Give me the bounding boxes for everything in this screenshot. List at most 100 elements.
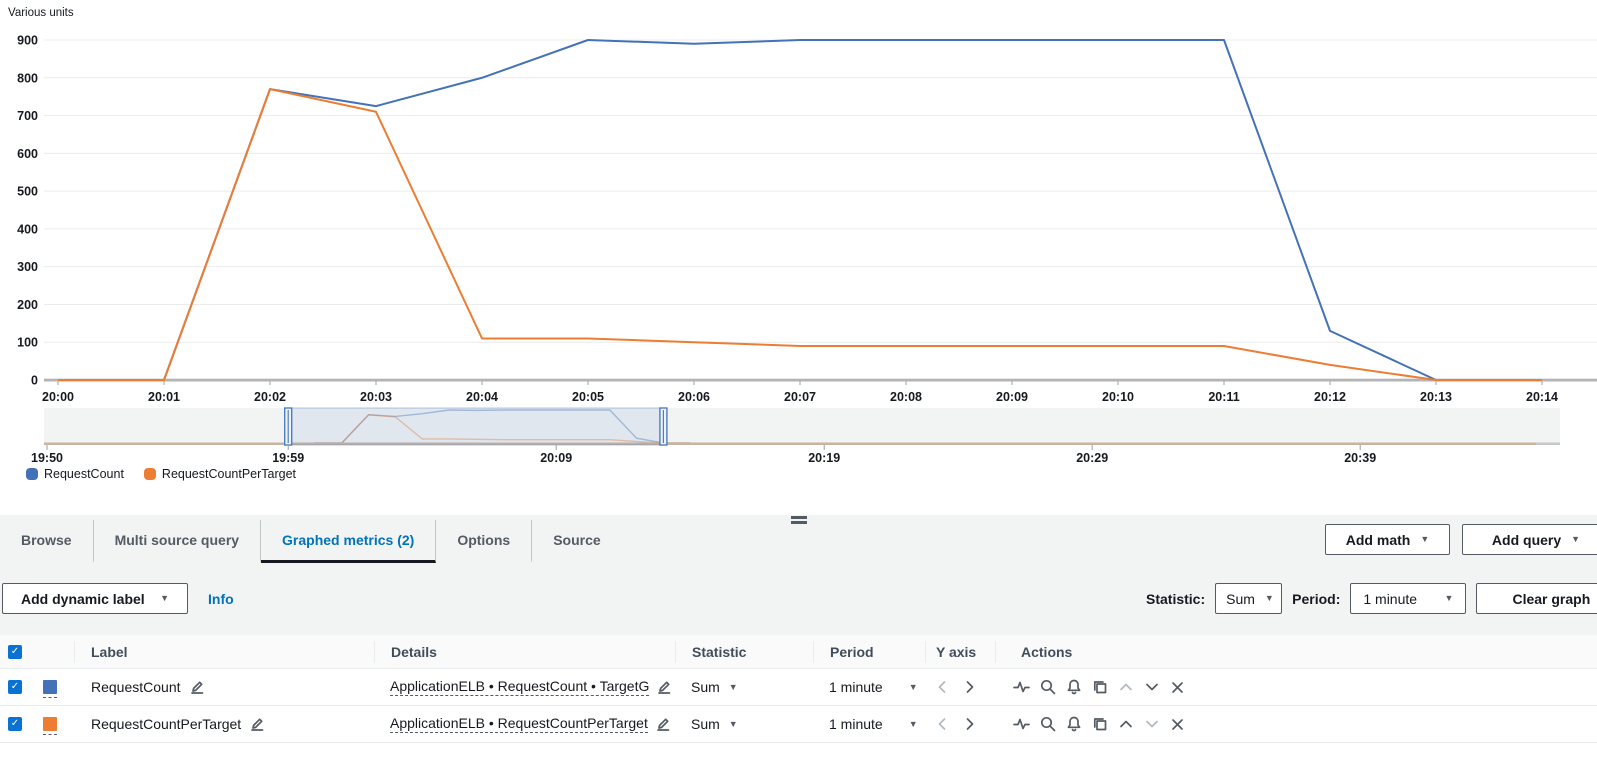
svg-text:20:13: 20:13 [1420, 390, 1452, 404]
period-select[interactable]: 1 minute ▼ [1350, 583, 1467, 614]
svg-text:800: 800 [17, 71, 38, 85]
header-details: Details [374, 640, 675, 663]
search-icon[interactable] [1040, 716, 1056, 732]
tab-source[interactable]: Source [553, 532, 601, 548]
header-label: Label [74, 640, 374, 663]
tab-multi-source-query[interactable]: Multi source query [94, 520, 262, 563]
svg-text:19:50: 19:50 [31, 451, 63, 465]
metric-details[interactable]: ApplicationELB • RequestCountPerTarget [390, 715, 648, 733]
move-down-icon[interactable] [1144, 716, 1160, 732]
legend-item-requestcountpertarget[interactable]: RequestCountPerTarget [143, 467, 296, 481]
statistic-value: Sum [691, 679, 720, 695]
caret-down-icon: ▼ [1264, 593, 1274, 603]
metrics-toolbar: Add dynamic label ▼ Info Statistic: Sum … [0, 583, 1597, 614]
metrics-chart[interactable]: 0 100 200 300 400 500 600 700 800 900 20:00 20:01 20… [0, 0, 1597, 465]
period-dropdown[interactable]: 1 minute ▼ [813, 716, 925, 732]
panel-resize-handle[interactable] [791, 516, 807, 526]
caret-down-icon: ▼ [160, 593, 169, 603]
edit-label-icon[interactable] [250, 717, 264, 731]
metric-details[interactable]: ApplicationELB • RequestCount • TargetG [390, 678, 650, 696]
graphed-metrics-table: ✓ Label Details Statistic Period Y axis … [0, 635, 1597, 773]
yaxis-right-icon[interactable] [963, 679, 977, 695]
pulse-icon[interactable] [1013, 716, 1030, 732]
svg-text:20:09: 20:09 [996, 390, 1028, 404]
search-icon[interactable] [1040, 679, 1056, 695]
metrics-panel: Browse Multi source query Graphed metric… [0, 515, 1597, 773]
svg-text:19:59: 19:59 [272, 451, 304, 465]
metric-label: RequestCount [91, 679, 181, 695]
chart-region: Various units 0 100 200 300 400 500 600 700 800 9… [0, 0, 1597, 481]
edit-label-icon[interactable] [190, 680, 204, 694]
caret-down-icon: ▼ [1420, 534, 1430, 544]
svg-text:20:02: 20:02 [254, 390, 286, 404]
svg-text:900: 900 [17, 34, 38, 48]
tab-options[interactable]: Options [436, 520, 533, 563]
metric-color-swatch[interactable] [43, 680, 57, 698]
svg-text:20:29: 20:29 [1076, 451, 1108, 465]
svg-text:20:05: 20:05 [572, 390, 604, 404]
tab-actions: Add math ▼ Add query ▼ [1325, 524, 1597, 555]
edit-details-icon[interactable] [656, 717, 670, 731]
legend-color-dot [26, 468, 38, 480]
svg-text:600: 600 [17, 147, 38, 161]
add-query-label: Add query [1491, 531, 1562, 548]
legend-label: RequestCount [44, 467, 124, 481]
svg-text:20:03: 20:03 [360, 390, 392, 404]
yaxis-left-icon[interactable] [935, 716, 949, 732]
header-period: Period [813, 640, 925, 663]
duplicate-icon[interactable] [1092, 679, 1108, 695]
svg-text:0: 0 [31, 374, 38, 388]
add-dynamic-label-button[interactable]: Add dynamic label ▼ [2, 583, 188, 614]
period-label: Period: [1292, 590, 1341, 607]
duplicate-icon[interactable] [1092, 716, 1108, 732]
statistic-dropdown[interactable]: Sum ▼ [675, 679, 813, 695]
svg-text:20:11: 20:11 [1208, 390, 1239, 404]
metric-color-swatch[interactable] [43, 717, 57, 735]
yaxis-right-icon[interactable] [963, 716, 977, 732]
remove-metric-icon[interactable] [1170, 680, 1185, 695]
add-query-button[interactable]: Add query ▼ [1462, 524, 1597, 555]
svg-text:700: 700 [17, 109, 38, 123]
clear-graph-button[interactable]: Clear graph [1476, 583, 1597, 614]
svg-text:20:00: 20:00 [42, 390, 74, 404]
add-math-label: Add math [1345, 531, 1411, 548]
period-value: 1 minute [829, 679, 883, 695]
chart-legend: RequestCount RequestCountPerTarget [26, 467, 296, 481]
row-checkbox[interactable]: ✓ [8, 717, 22, 731]
select-all-checkbox[interactable]: ✓ [8, 644, 22, 659]
move-up-icon[interactable] [1118, 679, 1134, 695]
yaxis-left-icon[interactable] [935, 679, 949, 695]
statistic-select[interactable]: Sum ▼ [1215, 583, 1283, 614]
svg-text:20:39: 20:39 [1344, 451, 1376, 465]
metric-row: ✓ RequestCount ApplicationELB • RequestC… [0, 669, 1597, 706]
metric-label: RequestCountPerTarget [91, 716, 242, 732]
period-dropdown[interactable]: 1 minute ▼ [813, 679, 925, 695]
header-actions: Actions [995, 640, 1597, 663]
panel-tabs: Browse Multi source query Graphed metric… [0, 520, 622, 563]
svg-text:20:10: 20:10 [1102, 390, 1134, 404]
metric-row: ✓ RequestCountPerTarget ApplicationELB •… [0, 706, 1597, 743]
move-up-icon[interactable] [1118, 716, 1134, 732]
svg-text:100: 100 [17, 336, 38, 350]
header-statistic: Statistic [675, 640, 813, 663]
svg-text:400: 400 [17, 222, 38, 236]
pulse-icon[interactable] [1013, 679, 1030, 695]
add-dynamic-label-text: Add dynamic label [21, 590, 145, 607]
statistic-dropdown[interactable]: Sum ▼ [675, 716, 813, 732]
legend-item-requestcount[interactable]: RequestCount [26, 467, 124, 481]
caret-down-icon: ▼ [908, 681, 918, 692]
statistic-label: Statistic: [1146, 590, 1206, 607]
tab-browse[interactable]: Browse [0, 520, 94, 563]
add-math-button[interactable]: Add math ▼ [1325, 524, 1450, 555]
move-down-icon[interactable] [1144, 679, 1160, 695]
remove-metric-icon[interactable] [1170, 717, 1185, 732]
edit-details-icon[interactable] [657, 680, 671, 694]
tab-graphed-metrics[interactable]: Graphed metrics (2) [261, 520, 437, 563]
alarm-bell-icon[interactable] [1066, 679, 1082, 695]
svg-text:20:01: 20:01 [148, 390, 180, 404]
row-checkbox[interactable]: ✓ [8, 680, 22, 694]
y-axis-units-label: Various units [8, 7, 74, 19]
info-link[interactable]: Info [208, 590, 234, 607]
alarm-bell-icon[interactable] [1066, 716, 1082, 732]
clear-graph-label: Clear graph [1512, 590, 1591, 607]
